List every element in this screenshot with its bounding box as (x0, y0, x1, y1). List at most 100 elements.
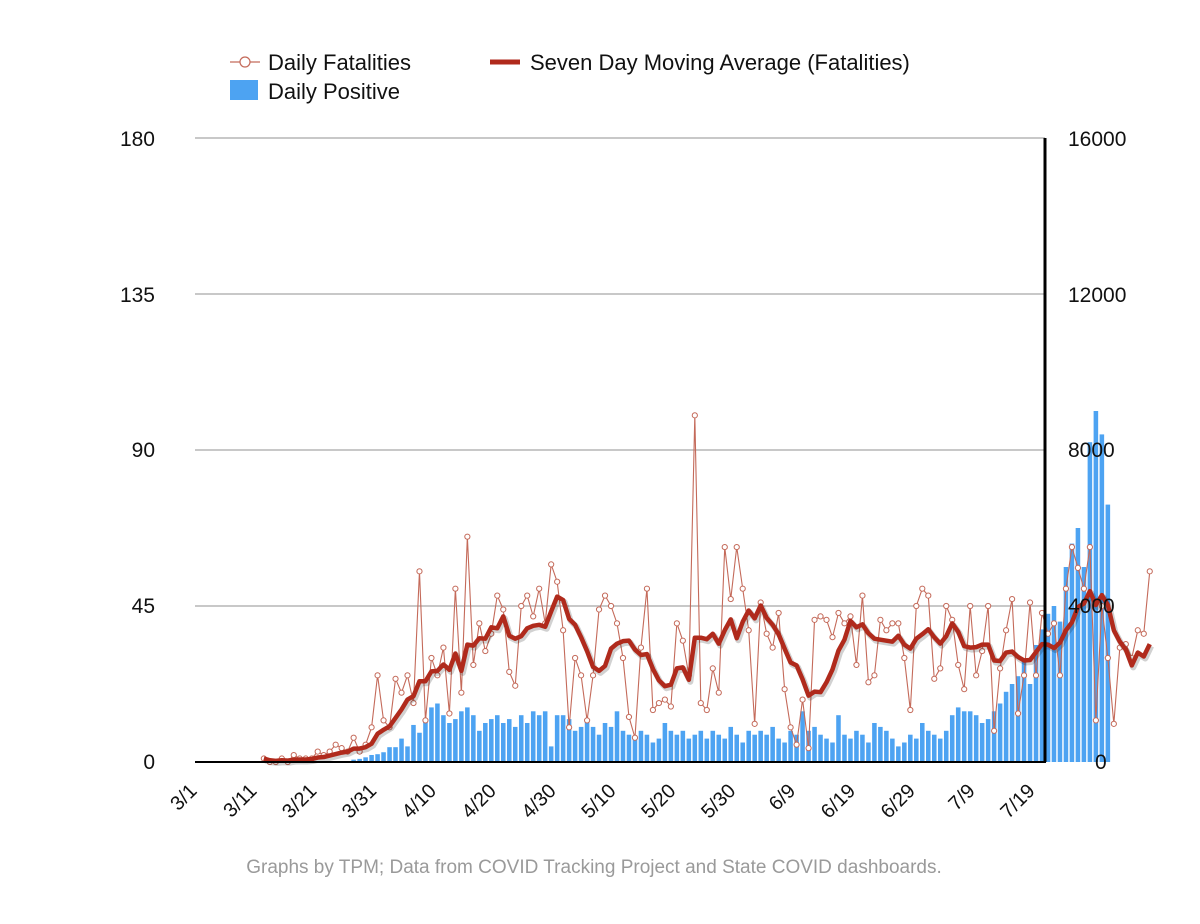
daily-positive-bar (758, 730, 763, 762)
daily-fatalities-point (554, 578, 561, 585)
x-tick-label: 5/30 (697, 780, 740, 823)
daily-positive-bar (596, 734, 602, 762)
x-tick-label: 6/9 (765, 780, 800, 815)
daily-positive-bar (1075, 528, 1081, 762)
daily-positive-bar (866, 742, 871, 762)
daily-positive-bar (447, 723, 452, 762)
daily-positive-bar (566, 719, 572, 762)
legend: Daily Fatalities Daily Positive Seven Da… (230, 50, 910, 104)
daily-positive-bar (590, 726, 596, 762)
right-tick-label: 0 (1095, 751, 1107, 774)
daily-fatalities-point (931, 675, 938, 682)
daily-fatalities-point (637, 644, 645, 651)
daily-fatalities-point (859, 592, 866, 599)
daily-positive-bar (716, 734, 722, 762)
left-tick-label: 135 (120, 284, 155, 307)
daily-fatalities-point (649, 706, 657, 714)
daily-fatalities-point (1104, 654, 1111, 662)
daily-fatalities-point (290, 751, 297, 759)
daily-positive-bar (728, 726, 734, 762)
daily-fatalities-point (673, 620, 680, 627)
daily-fatalities-point (440, 644, 447, 651)
daily-fatalities-point (1026, 599, 1034, 606)
daily-fatalities-point (853, 661, 860, 669)
daily-fatalities-point (470, 661, 477, 669)
right-tick-label: 16000 (1068, 128, 1126, 151)
daily-fatalities-point (332, 741, 339, 748)
daily-positive-bar (1057, 621, 1063, 762)
daily-fatalities-point (530, 613, 537, 620)
daily-positive-bar (554, 715, 560, 762)
daily-fatalities-point (536, 585, 543, 592)
daily-positive-bar (608, 726, 614, 762)
daily-positive-bar (411, 724, 416, 762)
daily-fatalities-point (631, 734, 639, 741)
right-tick-label: 4000 (1068, 595, 1115, 618)
daily-positive-bar (740, 742, 745, 762)
daily-positive-bar (878, 726, 883, 762)
daily-fatalities-point (727, 595, 734, 603)
moving-average-series (263, 588, 1154, 766)
daily-fatalities-point (482, 647, 489, 655)
gridlines (195, 137, 1045, 607)
daily-fatalities-point (883, 627, 890, 634)
daily-fatalities-point (769, 644, 776, 651)
daily-fatalities-point (847, 613, 854, 620)
daily-fatalities-point (583, 717, 591, 724)
daily-fatalities-point (835, 609, 842, 617)
daily-fatalities-point (1098, 602, 1105, 610)
daily-fatalities-point (751, 720, 758, 727)
daily-positive-bar (812, 726, 817, 762)
daily-fatalities-point (1002, 627, 1010, 634)
daily-positive-bar (764, 734, 769, 762)
daily-fatalities-point (889, 620, 896, 627)
daily-fatalities-point (763, 630, 770, 637)
daily-positive-bar (1081, 567, 1087, 762)
legend-positive-label: Daily Positive (268, 79, 400, 104)
x-tick-label: 3/1 (166, 780, 201, 815)
x-axis-ticks: 3/1 3/11 3/21 3/31 4/10 4/20 4/30 5/10 5/20 5/30 6… (166, 780, 1039, 823)
daily-positive-bar (620, 730, 626, 762)
daily-fatalities-point (691, 412, 698, 419)
daily-fatalities-point (799, 696, 806, 703)
daily-positive-bar (872, 723, 877, 762)
daily-positive-bar (536, 715, 542, 762)
daily-fatalities-point (907, 706, 914, 714)
daily-positive-bar (1003, 691, 1009, 762)
daily-fatalities-point (745, 627, 752, 634)
daily-fatalities-point (865, 679, 872, 686)
left-tick-label: 0 (143, 751, 155, 774)
daily-fatalities-point (817, 613, 824, 620)
daily-fatalities-point (643, 585, 651, 592)
daily-positive-bar (423, 719, 428, 762)
daily-positive-bar (830, 742, 835, 762)
daily-positive-bar (818, 734, 823, 762)
daily-positive-bar (1093, 411, 1099, 762)
daily-positive-bar (626, 734, 632, 762)
daily-positive-bar (943, 730, 949, 762)
x-tick-label: 5/10 (577, 780, 620, 823)
daily-positive-bar (824, 738, 829, 762)
daily-fatalities-point (1032, 672, 1040, 679)
x-tick-label: 3/31 (338, 780, 381, 823)
daily-fatalities-point (1008, 595, 1016, 603)
daily-fatalities-point (380, 717, 387, 724)
daily-positive-bar (890, 738, 895, 762)
daily-positive-bar (914, 738, 919, 762)
x-tick-label: 7/19 (996, 780, 1039, 823)
right-axis-ticks: 16000 12000 8000 4000 0 (1068, 128, 1126, 774)
daily-fatalities-point (368, 724, 375, 731)
daily-positive-bar (680, 730, 686, 762)
daily-positive-bar (973, 715, 979, 762)
daily-fatalities-point (560, 627, 567, 634)
daily-fatalities-point (1020, 672, 1028, 679)
daily-positive-bar (512, 726, 518, 762)
daily-fatalities-point (841, 620, 848, 627)
daily-positive-bar (602, 723, 608, 762)
daily-fatalities-point (937, 665, 944, 672)
daily-positive-bar (800, 711, 805, 762)
daily-positive-bar (578, 726, 584, 762)
daily-fatalities-point (1056, 672, 1064, 679)
daily-fatalities-point (506, 668, 513, 675)
daily-positive-bar (937, 738, 943, 762)
